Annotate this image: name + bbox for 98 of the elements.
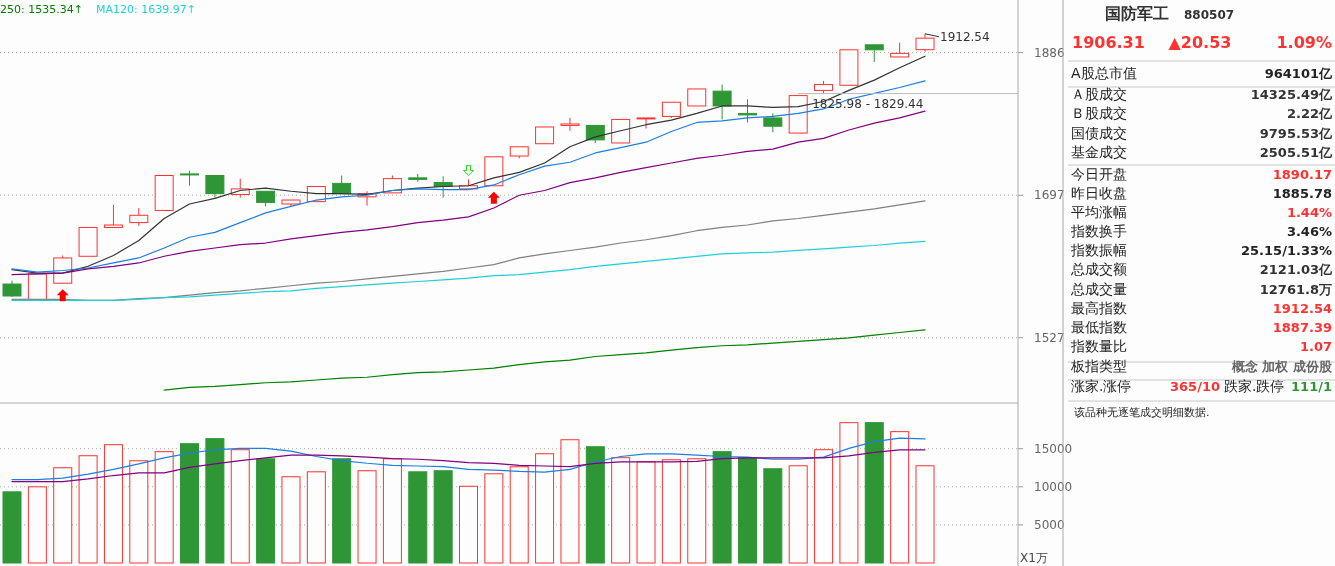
text: 国债成交 (1071, 125, 1127, 141)
annotation: 250: 1535.34↑ (0, 3, 83, 16)
bar (154, 451, 174, 564)
text: 该品种无逐笔成交明细数据. (1074, 406, 1210, 419)
text: 指数换手 (1070, 223, 1127, 239)
bar (484, 473, 504, 564)
bar (27, 486, 47, 564)
y-tick-label: 1697 (1034, 188, 1065, 203)
line-series (11, 200, 926, 301)
bar (636, 461, 656, 564)
text: 指数振幅 (1070, 242, 1127, 258)
bar (2, 491, 22, 564)
bar (205, 438, 225, 564)
text: 12761.8万 (1259, 282, 1332, 297)
line-series (11, 437, 926, 481)
bar (864, 422, 884, 564)
text: ▲20.53 (1168, 33, 1232, 52)
text: 1912.54 (940, 29, 990, 44)
text: 今日开盘 (1071, 166, 1127, 182)
bar (408, 471, 428, 564)
line-series (11, 449, 926, 483)
text: 2121.03亿 (1259, 262, 1333, 277)
text: 涨家.涨停 (1071, 378, 1132, 394)
y-tick-label: 5000 (1034, 517, 1065, 532)
bar (129, 460, 149, 564)
text: 25.15/1.33% (1241, 243, 1332, 258)
bar (788, 465, 808, 564)
y-axis-title: X1万 (1020, 551, 1048, 565)
bar (687, 458, 707, 564)
bar (357, 470, 377, 564)
y-tick-label: 1886 (1034, 45, 1065, 60)
bar (535, 453, 555, 564)
text: 2.22亿 (1286, 106, 1333, 121)
bar (814, 449, 834, 564)
text: 板指类型 (1070, 358, 1127, 374)
text: 总成交量 (1070, 281, 1127, 297)
bar (712, 451, 732, 564)
bar (281, 476, 301, 564)
text: 概念 加权 成份股 (1230, 359, 1333, 374)
bar (230, 449, 250, 564)
y-tick-label: 10000 (1034, 479, 1073, 494)
bar (763, 468, 783, 564)
text: 3.46% (1286, 224, 1332, 239)
bar (459, 485, 478, 564)
candlestick (129, 207, 149, 227)
bar (306, 471, 326, 564)
candlestick (560, 117, 580, 132)
text: 880507 (1184, 8, 1235, 22)
bar (382, 458, 402, 564)
y-tick-label: 15000 (1034, 441, 1073, 456)
text: 2505.51亿 (1259, 145, 1333, 160)
text: 365/10 (1170, 379, 1220, 394)
bar (839, 422, 859, 564)
text: 最低指数 (1071, 319, 1127, 335)
bar (509, 466, 529, 564)
text: 国防军工 (1105, 4, 1169, 23)
line-series (11, 240, 926, 301)
bar (53, 467, 73, 564)
line-series (163, 329, 926, 391)
text: 1.09% (1276, 33, 1332, 52)
annotation: MA120: 1639.97↑ (96, 3, 196, 16)
text: 1.07 (1299, 339, 1332, 354)
bar (433, 470, 453, 564)
text: 1912.54 (1272, 301, 1332, 316)
text: 指数量比 (1070, 338, 1127, 354)
bar (560, 439, 580, 564)
text: 跌家.跌停 (1224, 378, 1285, 394)
text: 1887.39 (1272, 320, 1332, 335)
text: Ｂ股成交 (1071, 105, 1127, 121)
text: Ａ股成交 (1071, 86, 1127, 102)
bar (611, 457, 631, 564)
bar (180, 443, 200, 564)
text: 平均涨幅 (1071, 204, 1127, 220)
bar (78, 455, 98, 564)
text: 9795.53亿 (1259, 126, 1333, 141)
bar (585, 446, 605, 564)
bar (737, 457, 757, 564)
text: 1890.17 (1272, 167, 1332, 182)
bar (103, 444, 123, 564)
text: 基金成交 (1071, 144, 1127, 160)
text: 最高指数 (1071, 300, 1127, 316)
bar (890, 431, 910, 564)
bar (915, 465, 935, 564)
candlestick (712, 84, 732, 120)
y-tick-label: 1527 (1034, 330, 1065, 345)
text: 昨日收盘 (1071, 185, 1127, 201)
text: 1885.78 (1272, 186, 1332, 201)
text: 111/1 (1291, 379, 1332, 394)
bar (661, 459, 681, 564)
text: 14325.49亿 (1250, 87, 1333, 102)
text: 964101亿 (1264, 66, 1333, 81)
text: A股总市值 (1071, 65, 1137, 81)
bar (332, 458, 352, 564)
text: 总成交额 (1070, 261, 1127, 277)
line-series (11, 110, 926, 276)
bar (256, 458, 276, 564)
text: 1906.31 (1072, 33, 1145, 52)
text: 1.44% (1286, 205, 1332, 220)
